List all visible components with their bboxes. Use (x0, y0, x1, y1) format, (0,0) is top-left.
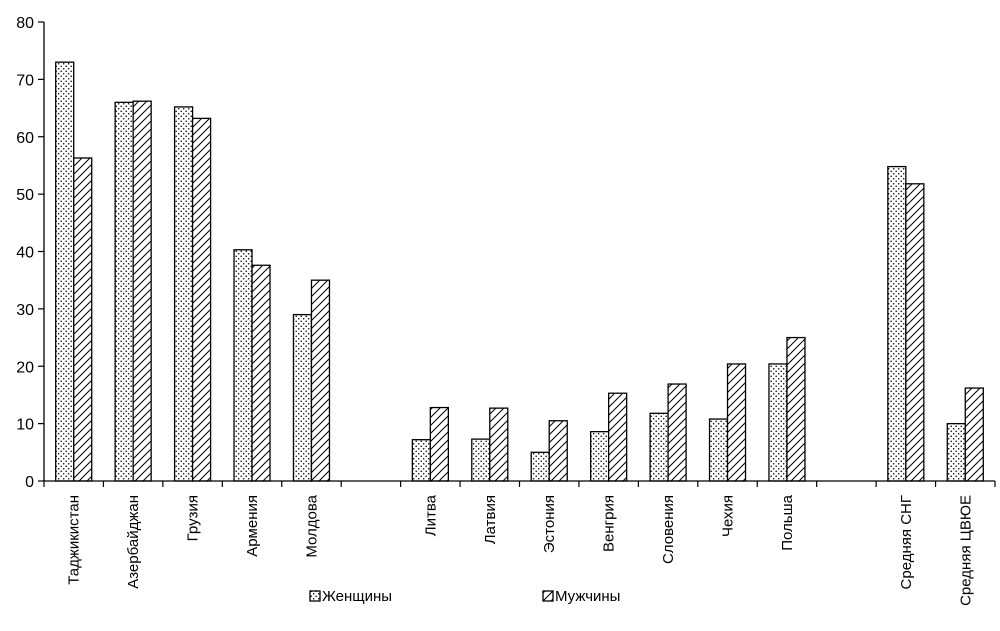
bar-women (530, 451, 550, 482)
bar-men (667, 383, 687, 482)
bar-men (905, 183, 925, 482)
bar-men (132, 100, 152, 482)
bar-women (233, 249, 253, 482)
bar-women (173, 106, 194, 482)
bar-women (114, 101, 134, 482)
y-tick-label: 40 (16, 245, 34, 262)
bar-women (768, 363, 788, 482)
x-tick-label: Литва (422, 494, 439, 536)
x-tick-label: Латвия (482, 495, 499, 544)
x-tick-label: Словения (660, 495, 677, 564)
x-tick-label: Молдова (303, 494, 320, 557)
bar-women (292, 313, 313, 482)
bar-women (55, 61, 75, 482)
bar-men (726, 363, 747, 482)
bar-women (946, 422, 966, 482)
legend-label: Мужчины (555, 588, 620, 605)
bar-women (471, 438, 491, 482)
legend-swatch (309, 590, 321, 602)
y-tick-label: 60 (16, 130, 34, 147)
bar-men (786, 336, 806, 482)
x-tick-label: Средняя СНГ (898, 495, 915, 589)
y-tick-label: 80 (16, 15, 34, 32)
legend-swatch (542, 590, 554, 602)
bar-men (429, 406, 449, 482)
bar-women (590, 431, 610, 482)
legend-label: Женщины (322, 588, 392, 605)
y-tick-label: 0 (25, 474, 34, 491)
bar-men (489, 407, 509, 482)
x-tick-label: Таджикистан (66, 495, 83, 585)
legend: Женщины Мужчины (309, 588, 620, 605)
bars (55, 61, 984, 482)
y-axis: 0 10 20 30 40 50 60 70 80 (16, 15, 45, 491)
bar-women (887, 165, 907, 482)
x-tick-label: Армения (244, 495, 261, 557)
bar-women (708, 418, 729, 482)
bar-men (548, 420, 568, 482)
bar-men (608, 392, 628, 482)
bar-men (964, 387, 984, 482)
y-tick-label: 50 (16, 187, 34, 204)
bar-women (649, 412, 669, 482)
bar-women (411, 439, 431, 482)
x-tick-label: Грузия (185, 495, 202, 541)
y-tick-label: 10 (16, 417, 34, 434)
x-axis: Таджикистан Азербайджан Грузия Армения Молдо… (43, 480, 996, 606)
y-tick-label: 70 (16, 72, 34, 89)
x-tick-label: Чехия (720, 495, 737, 537)
x-tick-label: Польша (779, 494, 796, 550)
y-tick-label: 20 (16, 359, 34, 376)
bar-men (73, 157, 93, 482)
x-tick-label: Азербайджан (125, 495, 142, 589)
bar-men (191, 117, 212, 482)
x-tick-label: Средняя ЦВЮЕ (957, 495, 974, 606)
y-tick-label: 30 (16, 302, 34, 319)
bar-men (251, 264, 271, 482)
x-tick-label: Венгрия (601, 495, 618, 552)
x-tick-label: Эстония (541, 495, 558, 553)
bar-men (310, 279, 331, 482)
